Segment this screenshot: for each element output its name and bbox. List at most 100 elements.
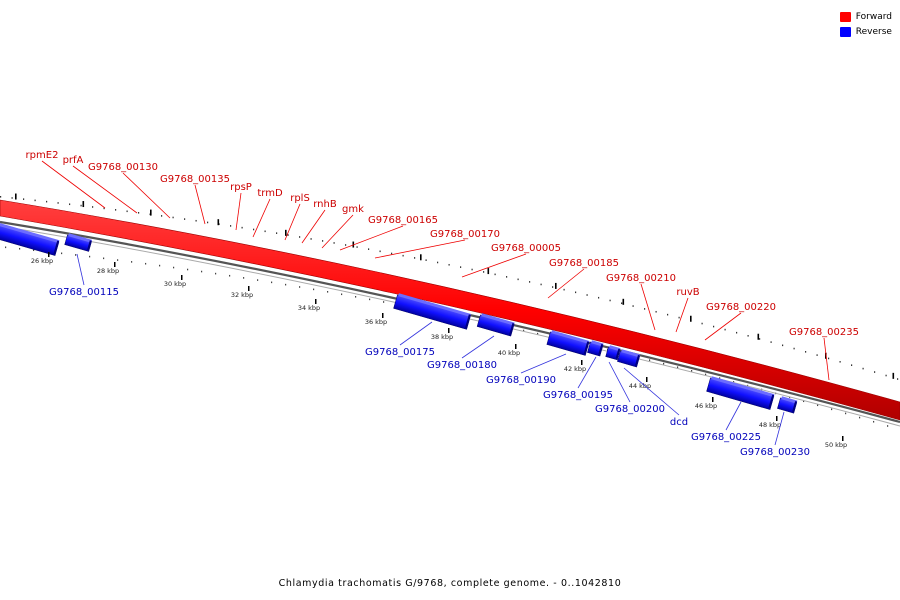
scale-tick-label: 42 kbp <box>564 365 586 373</box>
minor-tick <box>368 248 370 250</box>
minor-tick <box>586 294 588 296</box>
minor-tick <box>11 197 13 199</box>
minor-tick <box>383 301 385 303</box>
minor-tick <box>271 281 273 284</box>
legend: Forward Reverse <box>839 9 892 39</box>
minor-tick <box>691 370 693 372</box>
minor-tick <box>663 362 665 365</box>
major-tick <box>285 229 287 236</box>
reverse-gene-label: G9768_00195 <box>543 390 613 401</box>
minor-tick <box>173 266 175 269</box>
minor-tick <box>264 230 266 233</box>
minor-tick <box>563 288 565 291</box>
reverse-gene-label: G9768_00200 <box>595 404 665 415</box>
minor-tick <box>733 381 735 383</box>
forward-leader-line <box>284 203 301 241</box>
minor-tick <box>241 226 243 229</box>
reverse-feature-box <box>0 222 60 256</box>
minor-tick <box>187 268 189 271</box>
major-tick <box>757 333 760 340</box>
reverse-leader-line <box>399 321 433 346</box>
minor-tick <box>414 257 416 259</box>
reverse-gene-label: G9768_00180 <box>427 360 497 371</box>
major-ticks-outer <box>15 193 895 379</box>
minor-tick <box>0 196 2 198</box>
forward-gene-label: rpsP <box>230 182 252 193</box>
forward-leader-line <box>461 253 527 278</box>
reverse-feature-box <box>393 293 472 330</box>
minor-tick <box>705 373 707 376</box>
minor-tick <box>276 232 278 234</box>
major-tick <box>82 201 85 208</box>
legend-item-forward: Forward <box>839 9 892 24</box>
forward-gene-label: G9768_00185 <box>549 258 619 269</box>
major-tick <box>150 209 152 216</box>
forward-leader-line <box>704 312 742 341</box>
major-tick <box>217 219 220 226</box>
minor-tick <box>19 247 21 250</box>
minor-tick <box>621 302 623 305</box>
scale-tick <box>581 360 583 365</box>
minor-tick <box>61 252 63 255</box>
forward-leader-line <box>339 225 404 251</box>
minor-tick <box>701 322 703 325</box>
forward-leader-line <box>252 198 271 238</box>
minor-tick <box>828 357 830 360</box>
minor-tick <box>437 261 439 264</box>
minor-tick <box>793 347 795 350</box>
minor-tick <box>655 310 657 313</box>
minor-tick <box>845 412 847 415</box>
minor-tick <box>736 331 738 334</box>
legend-label-forward: Forward <box>855 11 892 22</box>
minor-tick <box>195 219 197 222</box>
minor-tick <box>678 316 680 319</box>
minor-tick <box>817 404 819 407</box>
reverse-feature-box <box>64 233 93 252</box>
minor-tick <box>34 199 36 202</box>
reverse-feature-box <box>706 376 775 410</box>
minor-tick <box>131 261 133 263</box>
minor-tick <box>862 367 864 370</box>
minor-tick <box>5 246 7 249</box>
minor-tick <box>677 366 679 369</box>
minor-tick <box>138 211 140 214</box>
minor-tick <box>517 278 519 281</box>
minor-tick <box>299 286 301 288</box>
scale-tick-label: 40 kbp <box>498 349 520 357</box>
minor-tick <box>285 283 287 286</box>
scale-tick <box>48 252 50 257</box>
forward-strand <box>0 199 900 421</box>
forward-leader-line <box>640 283 656 331</box>
reverse-leader-line <box>577 356 597 389</box>
minor-tick <box>327 290 329 293</box>
scale-tick-label: 44 kbp <box>629 382 651 390</box>
scale-tick-label: 50 kbp <box>825 441 847 449</box>
backbone-line <box>0 220 900 424</box>
minor-tick <box>667 313 669 316</box>
minor-tick <box>803 400 805 403</box>
forward-leader-line <box>72 165 138 214</box>
genome-caption: Chlamydia trachomatis G/9768, complete g… <box>278 578 622 589</box>
scale-tick <box>842 436 844 441</box>
forward-leader-line <box>122 172 171 219</box>
minor-tick <box>747 335 749 337</box>
scale-tick-label: 32 kbp <box>231 291 253 299</box>
reverse-gene-labels: G9768_00115 G9768_00175 G9768_00180 G9768_0… <box>49 287 810 458</box>
reverse-features <box>0 222 798 414</box>
minor-tick <box>713 325 715 328</box>
forward-leader-line <box>547 268 585 299</box>
forward-leader-line <box>675 297 689 333</box>
minor-tick <box>161 215 163 217</box>
minor-tick <box>483 271 485 273</box>
minor-tick <box>494 273 496 276</box>
scale-tick-label: 48 kbp <box>759 421 781 429</box>
minor-tick <box>80 204 82 207</box>
minor-tick <box>724 328 726 331</box>
minor-tick <box>759 338 761 340</box>
legend-label-reverse: Reverse <box>855 26 892 37</box>
minor-tick <box>310 238 312 240</box>
minor-tick <box>215 272 217 275</box>
minor-tick <box>523 329 525 332</box>
minor-tick <box>313 288 315 291</box>
